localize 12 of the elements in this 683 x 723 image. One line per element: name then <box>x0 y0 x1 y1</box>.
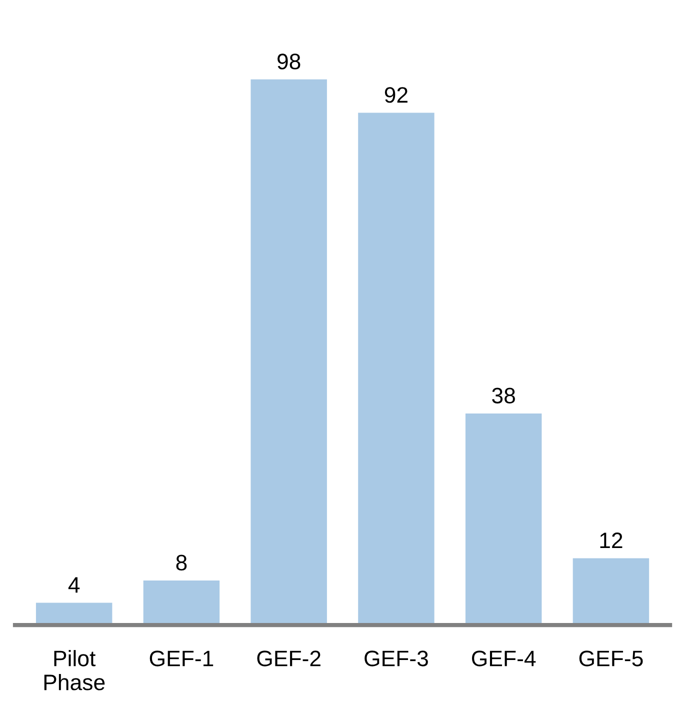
x-tick-label: GEF-4 <box>472 650 536 666</box>
data-label: 12 <box>600 532 622 548</box>
data-label: 8 <box>176 554 187 571</box>
x-tick-label: GEF-5 <box>579 650 643 666</box>
data-label: 92 <box>384 87 408 103</box>
x-tick-label: GEF-3 <box>364 650 428 666</box>
x-tick-label: Pilot Phase <box>44 650 105 690</box>
x-tick-label: GEF-1 <box>150 650 214 666</box>
data-label: 4 <box>68 577 80 593</box>
data-label: 38 <box>492 388 515 404</box>
data-label: 98 <box>278 54 300 70</box>
x-tick-label: GEF-2 <box>257 650 320 666</box>
